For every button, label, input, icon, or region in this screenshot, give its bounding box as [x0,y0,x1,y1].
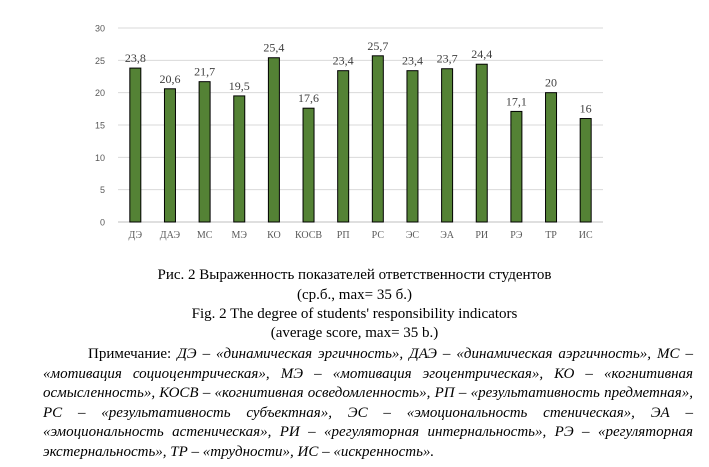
y-tick-label: 10 [95,153,105,163]
x-tick-label: ДАЭ [160,230,181,241]
caption-en-subtitle: (average score, max= 35 b.) [270,325,439,341]
x-tick-label: МС [197,230,213,241]
bar [371,55,384,223]
x-tick-label: РС [372,230,385,241]
bar [475,63,488,223]
data-label: 21,7 [194,65,215,79]
data-label: 20 [545,76,557,90]
bar [406,70,419,223]
y-tick-label: 15 [95,121,105,131]
x-tick-label: РЭ [510,230,523,241]
bar [163,88,176,223]
bar [337,70,350,223]
data-label: 16 [580,102,592,116]
note-text: ДЭ – «динамическая эргичность», ДАЭ – «д… [43,346,694,460]
x-tick-label: МЭ [232,230,248,241]
data-label: 23,4 [333,54,354,68]
y-tick-label: 5 [100,185,105,195]
data-label: 17,1 [506,94,527,108]
bar [302,107,315,223]
data-label: 20,6 [159,72,180,86]
caption-en-title: Fig. 2 The degree of students' responsib… [191,306,518,322]
data-label: 17,6 [298,91,319,105]
x-tick-label: РИ [475,230,488,241]
bar [198,81,211,223]
figure-note: Примечание: ДЭ – «динамическая эргичност… [43,345,693,462]
y-tick-label: 30 [95,24,105,34]
bar [510,110,523,223]
data-label: 25,4 [263,41,284,55]
bar [441,68,454,223]
y-tick-label: 25 [95,56,105,66]
x-tick-label: ДЭ [128,230,142,241]
caption-ru-title: Рис. 2 Выраженность показателей ответств… [157,267,552,283]
x-tick-label: ИС [579,230,593,241]
bar [579,118,592,223]
x-tick-label: ЭА [440,230,455,241]
data-label: 23,4 [402,54,423,68]
x-tick-label: КО [267,230,281,241]
data-label: 25,7 [367,39,388,53]
bar-chart: 0 5 10 15 20 25 30 23,8 ДЭ 20,6 ДАЭ 21,7 МС 19,5 МЭ 25,… [95,24,603,241]
bar [129,67,142,223]
y-tick-label: 20 [95,88,105,98]
bar [267,57,280,223]
x-tick-label: ЭС [406,230,420,241]
bar [233,95,246,223]
data-label: 23,8 [125,51,146,65]
x-tick-label: ТР [545,230,557,241]
data-label: 19,5 [229,79,250,93]
y-tick-label: 0 [100,218,105,228]
x-tick-label: РП [337,230,350,241]
bar [545,92,558,223]
caption-ru-subtitle: (ср.б., max= 35 б.) [297,287,412,303]
data-label: 23,7 [437,52,458,66]
note-label: Примечание: [88,346,178,362]
data-label: 24,4 [471,47,492,61]
x-tick-label: КОСВ [295,230,322,241]
